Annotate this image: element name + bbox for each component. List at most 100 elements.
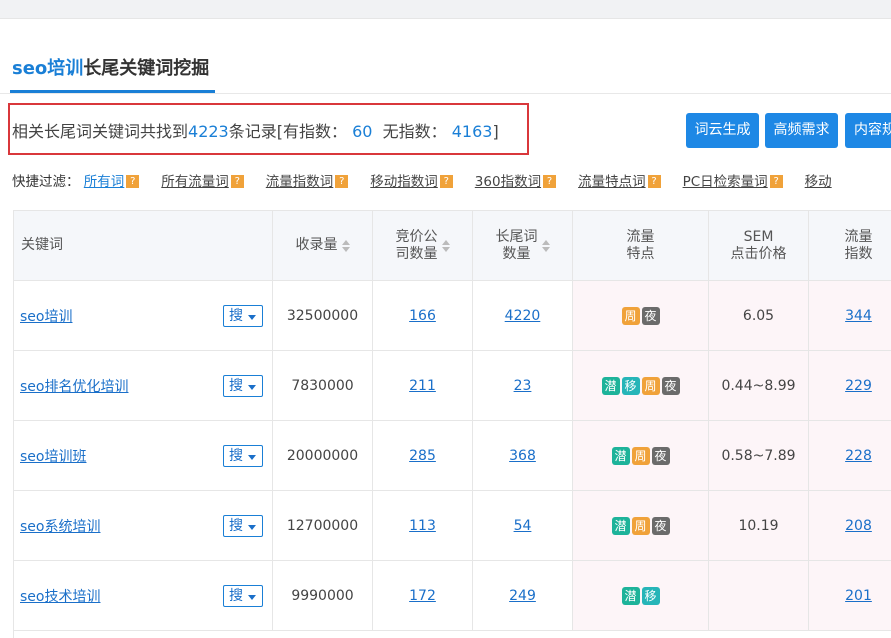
- table-cell: 54: [473, 491, 573, 561]
- search-button[interactable]: 搜: [223, 375, 263, 397]
- table-cell: 潜移周夜: [573, 351, 709, 421]
- sort-icon[interactable]: [541, 239, 550, 252]
- table-cell: 201: [809, 561, 891, 631]
- search-button[interactable]: 搜: [223, 585, 263, 607]
- help-icon[interactable]: ?: [126, 175, 140, 188]
- header-line: 长尾词: [495, 228, 538, 245]
- bid-companies-link[interactable]: 211: [409, 377, 436, 394]
- traffic-index-link[interactable]: 344: [845, 307, 872, 324]
- table-cell: 208: [809, 491, 891, 561]
- table-cell: [709, 561, 809, 631]
- header-line: 收录量: [295, 237, 338, 253]
- traffic-tag: 夜: [661, 376, 680, 395]
- sort-icon[interactable]: [441, 239, 450, 252]
- help-icon[interactable]: ?: [769, 175, 783, 188]
- table-cell: 172: [373, 561, 473, 631]
- table-cell: 113: [373, 491, 473, 561]
- help-icon[interactable]: ?: [543, 175, 557, 188]
- indexed-count: 9990000: [291, 587, 354, 604]
- sem-price: 0.58~7.89: [721, 447, 796, 464]
- column-header[interactable]: 收录量: [273, 211, 373, 281]
- filter-option[interactable]: 所有词: [83, 174, 125, 190]
- summary-text: ]: [492, 122, 499, 141]
- traffic-index-link[interactable]: 229: [845, 377, 872, 394]
- help-icon[interactable]: ?: [647, 175, 661, 188]
- longtail-link[interactable]: 368: [509, 447, 536, 464]
- table-cell: seo培训班: [14, 421, 273, 491]
- keyword-table: 关键词 收录量 竞价公 司数量 长尾词 数量 流量 特点 SEM 点击价格 流量 指数 seo培训搜 32…: [13, 210, 891, 638]
- keyword-link[interactable]: seo系统培训: [20, 518, 101, 535]
- bid-companies-link[interactable]: 172: [409, 587, 436, 604]
- traffic-index-link[interactable]: 201: [845, 587, 872, 604]
- tab[interactable]: seo培训长尾关键词挖掘: [12, 54, 209, 80]
- table-cell: 10.19: [709, 491, 809, 561]
- table-cell: 9990000: [273, 561, 373, 631]
- keyword-link[interactable]: seo培训: [20, 308, 73, 325]
- traffic-tag: 移: [621, 376, 640, 395]
- summary: 相关长尾词关键词共找到4223条记录[有指数： 60 无指数： 4163]: [12, 118, 499, 142]
- table-row: seo排名优化培训 搜 7830000 211 23 潜移周夜 0.44~8.99 229: [14, 351, 891, 421]
- filter-option[interactable]: 360指数词: [474, 174, 542, 190]
- traffic-tag: 夜: [651, 516, 670, 535]
- longtail-link[interactable]: 23: [513, 377, 532, 394]
- search-button[interactable]: 搜: [223, 515, 263, 537]
- table-cell: seo技术培训: [14, 561, 273, 631]
- filter-option[interactable]: PC日检索量词: [682, 174, 768, 190]
- table-cell: 潜周夜: [573, 421, 709, 491]
- column-header[interactable]: 竞价公 司数量: [373, 211, 473, 281]
- table-cell: seo培训: [14, 281, 273, 351]
- table-cell: 249: [473, 561, 573, 631]
- keyword-link[interactable]: seo排名优化培训: [20, 378, 129, 395]
- table-cell: 4220: [473, 281, 573, 351]
- column-header: 关键词: [14, 211, 273, 281]
- help-icon[interactable]: ?: [335, 175, 349, 188]
- table-cell: 344: [809, 281, 891, 351]
- filter-option[interactable]: 流量特点词: [578, 174, 646, 190]
- help-icon[interactable]: ?: [439, 175, 453, 188]
- search-button[interactable]: 搜: [223, 445, 263, 467]
- table-cell: 229: [809, 351, 891, 421]
- action-button[interactable]: 高频需求: [765, 113, 838, 148]
- column-header: 流量 指数: [809, 211, 891, 281]
- traffic-index-link[interactable]: 208: [845, 517, 872, 534]
- table-cell: 周夜: [573, 281, 709, 351]
- sem-price: 0.44~8.99: [721, 377, 796, 394]
- filter-bar: 快捷过滤： 所有词? 所有流量词? 流量指数词? 移动指数词? 360指数词? 流量特点词…: [12, 170, 834, 190]
- keyword-link[interactable]: seo技术培训: [20, 588, 101, 605]
- header-label: 收录量: [296, 237, 338, 254]
- sort-icon[interactable]: [341, 239, 350, 252]
- filter-option[interactable]: 流量指数词: [265, 174, 334, 190]
- sem-price: 10.19: [738, 517, 779, 534]
- bid-companies-link[interactable]: 166: [409, 307, 436, 324]
- longtail-link[interactable]: 54: [513, 517, 532, 534]
- header-label: 流量 特点: [627, 229, 655, 263]
- longtail-link[interactable]: 249: [509, 587, 536, 604]
- summary-text: 条记录[有指数：: [228, 122, 347, 141]
- bid-companies-link[interactable]: 113: [409, 517, 436, 534]
- filter-option[interactable]: 移动: [804, 174, 832, 190]
- table-row: seo系统培训 搜 12700000 113 54 潜周夜 10.19 208: [14, 491, 891, 561]
- column-header[interactable]: 长尾词 数量: [473, 211, 573, 281]
- highlight-box: [8, 103, 529, 155]
- indexed-count: 7830000: [291, 377, 354, 394]
- header-line: SEM: [743, 228, 774, 245]
- table-cell: 0.44~8.99: [709, 351, 809, 421]
- table-cell: 潜周夜: [573, 491, 709, 561]
- longtail-link[interactable]: 4220: [504, 307, 541, 324]
- filter-option[interactable]: 所有流量词: [161, 174, 229, 190]
- keyword-link[interactable]: seo培训班: [20, 448, 87, 465]
- traffic-index-link[interactable]: 228: [845, 447, 872, 464]
- help-icon[interactable]: ?: [230, 175, 244, 188]
- header-label: 长尾词 数量: [496, 229, 538, 263]
- header-label: 关键词: [21, 237, 63, 254]
- search-button[interactable]: 搜: [223, 305, 263, 327]
- table-cell: 32500000: [273, 281, 373, 351]
- filter-option[interactable]: 移动指数词: [370, 174, 438, 190]
- bid-companies-link[interactable]: 285: [409, 447, 436, 464]
- action-button[interactable]: 内容规: [845, 113, 891, 148]
- traffic-tag: 周: [621, 306, 640, 325]
- action-button[interactable]: 词云生成: [686, 113, 759, 148]
- traffic-tag: 潜: [601, 376, 620, 395]
- indexed-count: 32500000: [286, 307, 359, 324]
